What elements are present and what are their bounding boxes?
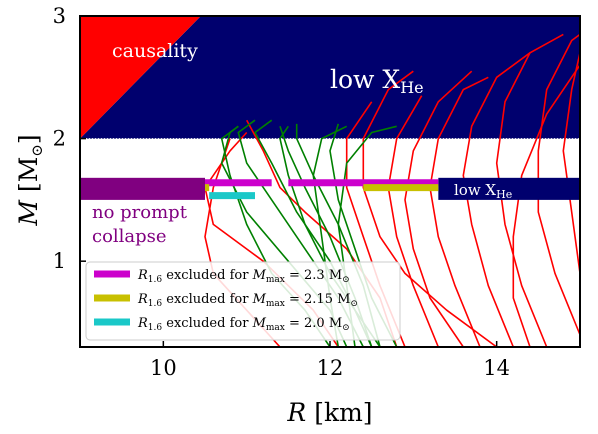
legend-label-0: R1.6 excluded for Mmax = 2.3 M⊙ bbox=[137, 268, 350, 285]
regions-layer bbox=[80, 16, 580, 140]
legend-label-0-part-6: ⊙ bbox=[342, 275, 350, 285]
y-axis-label-unit-close: ] bbox=[14, 134, 43, 144]
legend-label-2-part-3: M bbox=[252, 316, 267, 331]
legend-label-1-part-2: excluded for bbox=[162, 292, 252, 307]
legend-label-1-part-0: R bbox=[137, 292, 148, 307]
legend: R1.6 excluded for Mmax = 2.3 M⊙R1.6 excl… bbox=[85, 261, 401, 341]
legend-box bbox=[85, 261, 401, 341]
x-axis-label-unit: [km] bbox=[314, 398, 372, 427]
series-line-11 bbox=[512, 64, 580, 347]
y-tick-label-2: 3 bbox=[53, 4, 66, 28]
x-axis-label-var: R bbox=[286, 398, 306, 427]
no-prompt-collapse-label-line1: no prompt bbox=[92, 202, 188, 223]
legend-items: R1.6 excluded for Mmax = 2.3 M⊙R1.6 excl… bbox=[94, 268, 358, 333]
low-xhe-band-label: low XHe bbox=[454, 181, 512, 201]
legend-label-0-part-0: R bbox=[137, 268, 148, 283]
legend-label-1-part-6: ⊙ bbox=[350, 299, 358, 309]
causality-label: causality bbox=[112, 40, 198, 62]
x-tick-label-1: 12 bbox=[317, 356, 344, 380]
series-line-6 bbox=[495, 33, 564, 347]
low-xhe-region bbox=[80, 16, 580, 139]
y-axis-label-space bbox=[14, 192, 43, 200]
x-axis-label-space bbox=[306, 398, 314, 427]
series-line-5 bbox=[462, 52, 531, 347]
legend-label-2: R1.6 excluded for Mmax = 2.0 M⊙ bbox=[137, 316, 350, 333]
legend-label-0-part-2: excluded for bbox=[162, 268, 252, 283]
legend-label-1-part-3: M bbox=[252, 292, 267, 307]
legend-label-0-part-4: max bbox=[266, 275, 285, 285]
legend-label-2-part-6: ⊙ bbox=[342, 323, 350, 333]
low-xhe-top-label-main: low X bbox=[330, 65, 400, 94]
bars-layer bbox=[80, 177, 580, 200]
series-line-10 bbox=[404, 70, 473, 347]
y-tick-label-0: 1 bbox=[53, 249, 66, 273]
low-xhe-band-label-sub: He bbox=[496, 188, 512, 201]
low-xhe-top-label: low XHe bbox=[330, 65, 424, 97]
series-line-8 bbox=[562, 52, 580, 274]
series-line-7 bbox=[537, 33, 580, 336]
x-tick-label-2: 14 bbox=[483, 356, 510, 380]
legend-label-2-part-2: excluded for bbox=[162, 316, 252, 331]
series-line-9 bbox=[362, 70, 498, 347]
legend-label-2-part-5: = 2.0 M bbox=[285, 316, 342, 331]
legend-label-1-part-5: = 2.15 M bbox=[285, 292, 351, 307]
x-axis-label: R [km] bbox=[286, 398, 372, 427]
y-axis-label: M [M⊙] bbox=[14, 134, 46, 226]
no-prompt-collapse-label-line2: collapse bbox=[92, 226, 167, 247]
low-xhe-band-label-main: low X bbox=[454, 181, 496, 199]
low-xhe-band bbox=[438, 177, 580, 200]
y-axis-label-unit-sub: ⊙ bbox=[28, 144, 46, 157]
no-prompt-collapse-band bbox=[80, 177, 205, 200]
legend-label-0-part-1: 1.6 bbox=[148, 275, 163, 285]
y-axis-label-var: M bbox=[14, 199, 43, 227]
x-tick-label-0: 10 bbox=[150, 356, 177, 380]
legend-label-0-part-5: = 2.3 M bbox=[285, 268, 342, 283]
series-line-3 bbox=[387, 95, 440, 347]
y-axis-label-unit: [M bbox=[14, 157, 43, 192]
region-labels: causality low XHe low XHe no prompt coll… bbox=[92, 40, 512, 247]
causality-region bbox=[80, 16, 201, 139]
legend-label-2-part-1: 1.6 bbox=[148, 323, 163, 333]
legend-label-0-part-3: M bbox=[252, 268, 267, 283]
y-tick-label-1: 2 bbox=[53, 127, 66, 151]
legend-label-1-part-1: 1.6 bbox=[148, 299, 163, 309]
legend-label-2-part-4: max bbox=[266, 323, 285, 333]
low-xhe-top-label-sub: He bbox=[400, 78, 423, 97]
legend-label-1: R1.6 excluded for Mmax = 2.15 M⊙ bbox=[137, 292, 358, 309]
legend-label-2-part-0: R bbox=[137, 316, 148, 331]
legend-label-1-part-4: max bbox=[266, 299, 285, 309]
